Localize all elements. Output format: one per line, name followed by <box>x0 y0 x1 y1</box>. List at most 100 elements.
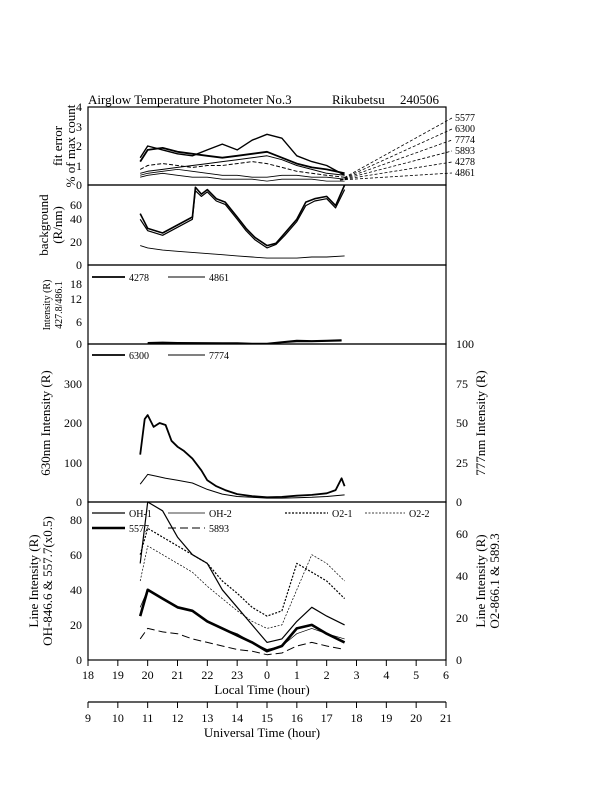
figure-header: Airglow Temperature Photometer No.3 Riku… <box>88 92 440 107</box>
red-rtick-75: 75 <box>456 377 468 391</box>
ut-tick-label: 10 <box>112 711 124 725</box>
ut-tick-label: 20 <box>410 711 422 725</box>
local-tick-label: 5 <box>413 668 419 682</box>
legend-6300: 6300 <box>129 351 149 362</box>
background-ylabel2: (R/nm) <box>50 206 65 244</box>
local-tick-label: 6 <box>443 668 449 682</box>
ut-tick-label: 21 <box>440 711 452 725</box>
local-tick-label: 21 <box>172 668 184 682</box>
local-time-ticks: 18 19 20 21 22 23 0 1 2 3 4 5 6 <box>82 660 449 682</box>
figure-title: Airglow Temperature Photometer No.3 <box>88 92 292 107</box>
line-series-OH-2 <box>139 589 345 650</box>
blue-tick-12: 12 <box>70 292 82 306</box>
blue-ylabel: Intensity (R) <box>42 280 53 331</box>
fit-error-series-6300 <box>139 133 345 176</box>
red-series-7774 <box>139 473 345 499</box>
background-panel <box>87 184 447 266</box>
legend-7774: 7774 <box>209 351 229 362</box>
ut-tick-label: 15 <box>261 711 273 725</box>
fit-tick-1: 1 <box>76 159 82 173</box>
red-tick-300: 300 <box>64 377 82 391</box>
red-legend: 6300 7774 <box>92 351 229 362</box>
line-series-5577 <box>138 588 346 653</box>
ut-tick-label: 12 <box>172 711 184 725</box>
side-label-5577: 5577 <box>455 113 475 124</box>
side-label-6300: 6300 <box>455 124 475 135</box>
ut-tick-label: 13 <box>201 711 213 725</box>
blue-tick-18: 18 <box>70 277 82 291</box>
series-layer <box>138 133 346 656</box>
leader-5893 <box>339 150 453 181</box>
leader-4861 <box>339 172 453 181</box>
line-ylabel2: OH-846.6 & 557.7(x0.5) <box>40 516 55 646</box>
line-tick-60: 60 <box>70 548 82 562</box>
side-label-4278: 4278 <box>455 157 475 168</box>
red-ylabel-right: 777nm Intensity (R) <box>473 370 488 475</box>
blue-ylabel2: 427.8/486.1 <box>54 281 65 329</box>
local-tick-label: 22 <box>201 668 213 682</box>
fit-error-series-7774 <box>140 155 345 176</box>
fit-error-series-5893 <box>139 161 345 178</box>
bg-tick-0: 0 <box>76 258 82 272</box>
local-tick-label: 0 <box>264 668 270 682</box>
fit-error-side-labels: 5577 6300 7774 5893 4278 4861 <box>339 113 475 181</box>
fit-error-ylabel: fit error <box>50 125 65 166</box>
line-series-O2-2 <box>139 545 345 629</box>
line-tick-20: 20 <box>70 618 82 632</box>
bg-tick-40: 40 <box>70 212 82 226</box>
line-tick-80: 80 <box>70 513 82 527</box>
red-rtick-0: 0 <box>456 495 462 509</box>
line-rtick-0: 0 <box>456 653 462 667</box>
line-tick-0: 0 <box>76 653 82 667</box>
local-tick-label: 19 <box>112 668 124 682</box>
date-label: 240506 <box>400 92 440 107</box>
line-series-5893 <box>139 627 345 656</box>
side-label-5893: 5893 <box>455 146 475 157</box>
fit-error-series-5577 <box>139 146 345 175</box>
ut-tick-label: 19 <box>380 711 392 725</box>
leader-6300 <box>339 128 453 181</box>
ut-tick-label: 16 <box>291 711 303 725</box>
legend-5893: 5893 <box>209 524 229 535</box>
local-tick-label: 2 <box>324 668 330 682</box>
line-rtick-20: 20 <box>456 611 468 625</box>
line-legend: OH-1 OH-2 O2-1 O2-2 5577 5893 <box>92 509 430 535</box>
blue-series-4861 <box>147 340 342 345</box>
local-tick-label: 3 <box>354 668 360 682</box>
red-tick-200: 200 <box>64 416 82 430</box>
line-ylabel-right2: O2-866.1 & 589.3 <box>487 533 502 628</box>
line-rtick-60: 60 <box>456 527 468 541</box>
ut-tick-label: 17 <box>321 711 333 725</box>
ut-tick-label: 14 <box>231 711 243 725</box>
legend-oh1: OH-1 <box>129 509 152 520</box>
local-tick-label: 4 <box>383 668 389 682</box>
red-tick-0: 0 <box>76 495 82 509</box>
line-rtick-40: 40 <box>456 569 468 583</box>
fit-tick-3: 3 <box>76 120 82 134</box>
local-tick-label: 20 <box>142 668 154 682</box>
line-series-OH-1 <box>139 501 345 644</box>
legend-4861: 4861 <box>209 273 229 284</box>
y-axis-titles: fit error % of max count background (R/n… <box>26 104 502 646</box>
fit-tick-4: 4 <box>76 100 82 114</box>
line-ylabel: Line Intensity (R) <box>26 534 41 627</box>
blue-tick-0: 0 <box>76 337 82 351</box>
line-series-O2-1 <box>139 527 346 617</box>
legend-4278: 4278 <box>129 273 149 284</box>
legend-o22: O2-2 <box>409 509 430 520</box>
side-label-4861: 4861 <box>455 168 475 179</box>
y-tick-labels: 0 1 2 3 4 0 20 40 60 0 6 12 18 0 100 200… <box>64 100 474 667</box>
background-series-1 <box>139 189 346 249</box>
ut-tick-label: 18 <box>351 711 363 725</box>
legend-o21: O2-1 <box>332 509 353 520</box>
ut-tick-label: 9 <box>85 711 91 725</box>
local-tick-label: 1 <box>294 668 300 682</box>
line-ylabel-right: Line Intensity (R) <box>473 534 488 627</box>
red-rtick-25: 25 <box>456 456 468 470</box>
leader-4278 <box>339 161 453 181</box>
fit-error-ylabel2: % of max count <box>63 104 78 187</box>
red-rtick-50: 50 <box>456 416 468 430</box>
local-time-label: Local Time (hour) <box>214 682 309 697</box>
local-tick-label: 23 <box>231 668 243 682</box>
